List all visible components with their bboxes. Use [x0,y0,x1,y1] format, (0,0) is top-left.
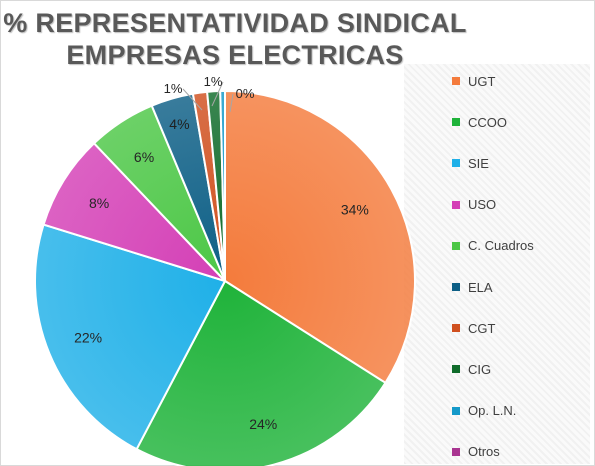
legend-item: C. Cuadros [452,237,534,255]
chart-title-line-1: % REPRESENTATIVIDAD SINDICAL [3,8,467,38]
legend-item: Op. L.N. [452,402,516,420]
data-label-leader-line [229,93,234,113]
legend-swatch [452,447,460,456]
data-label-leader-line [211,81,224,107]
legend-item: CCOO [452,113,507,131]
data-label: 6% [134,149,154,165]
legend-swatch [452,324,460,333]
legend-label: CGT [468,320,496,336]
legend-swatch [452,77,460,85]
pie-slice-ccoo [135,279,387,466]
pie-slice-uso [42,141,229,284]
pie-slice-sie [34,223,227,451]
chart-title-line-2: EMPRESAS ELECTRICAS [66,40,404,70]
legend-label: CCOO [468,114,507,130]
legend-label: Otros [468,444,500,460]
legend-item: ELA [452,278,493,296]
legend-item: UGT [452,72,495,90]
legend-swatch [452,241,460,250]
legend-swatch [452,200,460,209]
legend-label: USO [468,197,497,213]
legend-item: Otros [452,443,500,461]
data-label-leader-line [182,88,203,111]
legend-item: SIE [452,154,489,172]
data-label: 34% [341,202,369,218]
legend-swatch [452,159,460,168]
legend-label: Op. L.N. [468,403,517,419]
data-label: 8% [89,195,109,211]
data-label: 1% [164,81,183,96]
pie-slice-ugt [224,89,416,385]
data-label: 24% [249,416,277,432]
legend-swatch [452,118,460,127]
legend-label: UGT [468,73,496,89]
legend-label: C. Cuadros [468,238,534,254]
pie-slice-op-l-n [219,89,226,282]
data-label: 4% [169,116,189,132]
data-label: 1% [204,74,223,89]
legend-label: SIE [468,155,489,171]
legend-item: CIG [452,360,491,378]
legend-label: ELA [468,279,493,295]
legend-item: USO [452,196,496,214]
data-label: 22% [74,330,102,346]
data-label: 0% [236,86,255,101]
legend-swatch [452,365,460,374]
legend-swatch [452,406,460,415]
legend-panel [404,64,590,464]
legend-swatch [452,283,460,291]
legend-item: CGT [452,319,495,337]
legend-label: CIG [468,361,492,377]
